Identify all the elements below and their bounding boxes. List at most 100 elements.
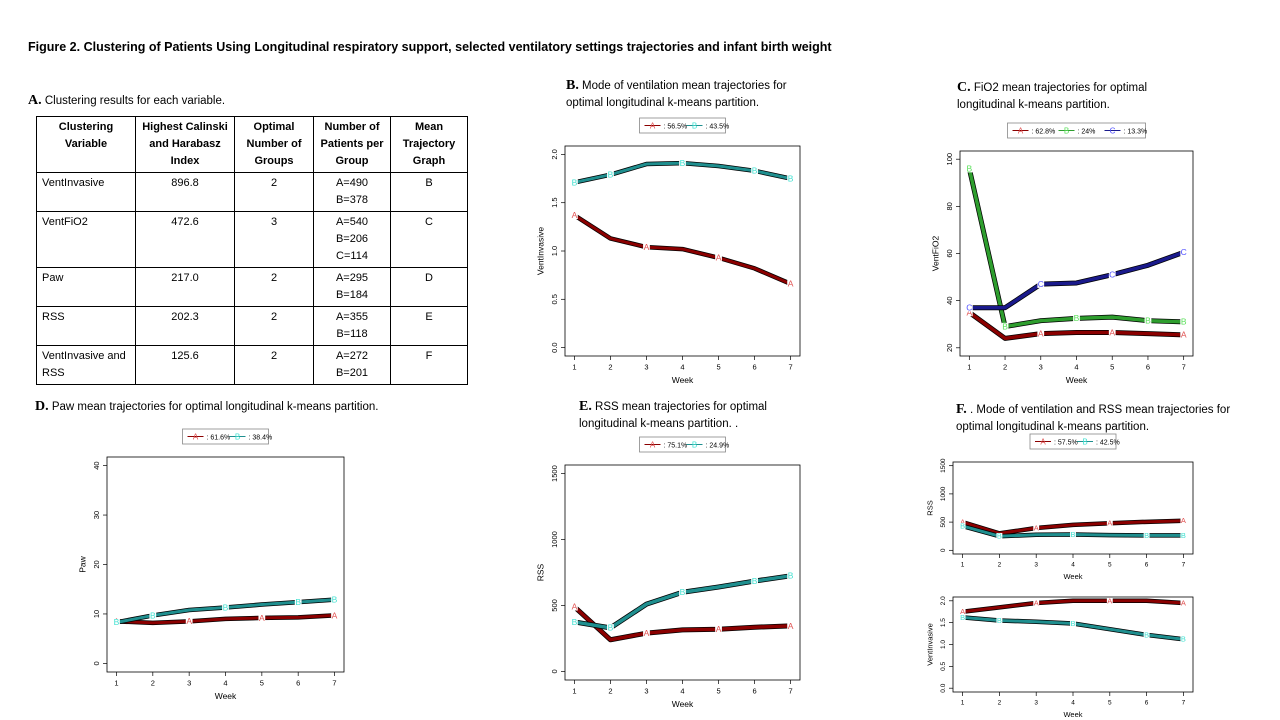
panel-e-caption: E. RSS mean trajectories for optimal lon… xyxy=(579,398,804,433)
table-cell: 2 xyxy=(234,306,314,346)
table-row: VentInvasive and RSS 125.6 2 A=272 B=201 F xyxy=(36,345,468,385)
chart-b-ventinvasive: A: 56.5% B: 43.5% 0.0 0.5 1.0 1.5 2.0 1 2 3 4 5 6 7 We… xyxy=(536,117,801,385)
table-header-cell: Highest Calinski and Harabasz Index xyxy=(135,116,235,173)
point-marker-bg xyxy=(607,624,614,632)
y-tick-label: 0.5 xyxy=(550,294,559,304)
legend-box xyxy=(182,428,269,445)
x-tick-label: 3 xyxy=(187,679,191,688)
point-marker: B xyxy=(608,623,614,633)
legend-letter: A xyxy=(193,433,199,442)
point-marker-bg xyxy=(1180,517,1187,524)
y-tick-label: 20 xyxy=(945,344,954,352)
point-marker-bg xyxy=(222,603,229,612)
x-axis-label: Week xyxy=(1063,710,1082,719)
point-marker: B xyxy=(752,166,758,176)
x-tick-label: 3 xyxy=(644,363,648,372)
x-tick-label: 5 xyxy=(1110,363,1114,372)
legend-label: : 42.5% xyxy=(1096,440,1120,447)
x-tick-label: 4 xyxy=(223,679,227,688)
point-marker-bg xyxy=(679,588,686,597)
point-marker: A xyxy=(1181,598,1186,607)
y-axis-label: RSS xyxy=(926,500,935,515)
point-marker: B xyxy=(960,522,965,531)
y-tick-label: 30 xyxy=(92,511,101,519)
legend-label: : 13.3% xyxy=(1124,129,1148,136)
point-marker-bg xyxy=(996,532,1003,540)
x-tick-label: 7 xyxy=(789,363,793,372)
x-tick-label: 1 xyxy=(967,363,971,372)
legend-letter: A xyxy=(650,441,656,450)
y-tick-label: 500 xyxy=(550,599,559,612)
x-tick-label: 2 xyxy=(998,562,1002,569)
table-cell: D xyxy=(390,267,468,307)
point-marker-bg xyxy=(571,618,578,626)
point-marker-bg xyxy=(1070,531,1076,538)
point-marker: B xyxy=(1144,630,1149,639)
point-marker: B xyxy=(1070,530,1075,539)
table-row: VentInvasive 896.8 2 A=490 B=378 B xyxy=(36,172,468,212)
point-marker: B xyxy=(966,163,972,173)
x-axis-label: Week xyxy=(1066,375,1088,385)
point-marker: B xyxy=(788,571,794,581)
point-marker-bg xyxy=(1180,532,1187,539)
point-marker: A xyxy=(1107,519,1112,528)
table-header-cell: Clustering Variable xyxy=(36,116,136,173)
point-marker: B xyxy=(1181,317,1187,327)
y-tick-label: 10 xyxy=(92,610,101,618)
point-marker-bg xyxy=(959,614,966,621)
x-tick-label: 6 xyxy=(1145,562,1149,569)
clustering-results-table: Clustering Variable Highest Calinski and… xyxy=(36,116,468,385)
point-marker: A xyxy=(716,253,722,263)
figure-title: Figure 2. Clustering of Patients Using L… xyxy=(28,40,832,54)
point-marker-bg xyxy=(1033,599,1040,607)
table-cell: C xyxy=(390,211,468,268)
point-marker: B xyxy=(680,158,686,168)
point-marker-bg xyxy=(787,572,794,580)
panel-c-letter: C. xyxy=(957,80,971,95)
legend-box xyxy=(1029,433,1117,450)
table-cell: A=490 B=378 xyxy=(313,172,391,212)
x-tick-label: 1 xyxy=(961,562,965,569)
legend-label: : 24.9% xyxy=(706,443,730,450)
point-marker: A xyxy=(1181,516,1186,525)
x-tick-label: 7 xyxy=(1182,562,1186,569)
point-marker-bg xyxy=(643,243,650,251)
point-marker: B xyxy=(1070,619,1075,628)
point-marker: A xyxy=(1109,327,1115,337)
chart-c-ventfio2: A: 62.8% B: 24% C: 13.3% 20 40 60 80 100 1 2 3 4 5 6 7… xyxy=(931,122,1194,385)
point-marker-bg xyxy=(959,518,966,526)
y-tick-label: 1000 xyxy=(550,531,559,548)
point-marker: A xyxy=(960,518,965,527)
x-tick-label: 5 xyxy=(260,679,264,688)
series-a-line xyxy=(962,599,1184,614)
point-marker: A xyxy=(572,602,578,612)
y-tick-label: 1500 xyxy=(940,458,947,473)
point-marker: B xyxy=(1002,321,1008,331)
point-marker: B xyxy=(752,576,758,586)
y-tick-label: 0 xyxy=(550,669,559,673)
y-axis-label: RSS xyxy=(536,563,546,581)
point-marker-bg xyxy=(1180,318,1188,326)
panel-e-letter: E. xyxy=(579,399,592,414)
x-tick-label: 4 xyxy=(680,687,684,696)
panel-f-letter: F. xyxy=(956,402,967,417)
point-marker-bg xyxy=(1108,328,1116,337)
y-tick-label: 1.0 xyxy=(550,246,559,256)
panel-d-letter: D. xyxy=(35,399,49,414)
table-cell: VentInvasive and RSS xyxy=(36,345,136,385)
x-tick-label: 4 xyxy=(680,363,684,372)
point-marker: B xyxy=(114,617,120,627)
panel-c-text: FiO2 mean trajectories for optimal longi… xyxy=(957,82,1148,111)
point-marker-bg xyxy=(1033,524,1040,532)
series-a-line xyxy=(573,605,791,642)
table-cell: A=272 B=201 xyxy=(313,345,391,385)
panel-a-text: Clustering results for each variable. xyxy=(44,95,226,107)
legend-label: : 38.4% xyxy=(249,435,273,442)
x-tick-label: 2 xyxy=(151,679,155,688)
table-cell: 3 xyxy=(234,211,314,268)
legend-label: : 24% xyxy=(1078,129,1096,136)
chart-f-rss: A: 57.5% B: 42.5% 0 500 1000 1500 1 2 3 4 5 6 7 Week R… xyxy=(926,433,1194,581)
point-marker: A xyxy=(960,607,965,616)
legend-letter: A xyxy=(1040,438,1046,447)
panel-b-caption: B. Mode of ventilation mean trajectories… xyxy=(566,77,816,112)
